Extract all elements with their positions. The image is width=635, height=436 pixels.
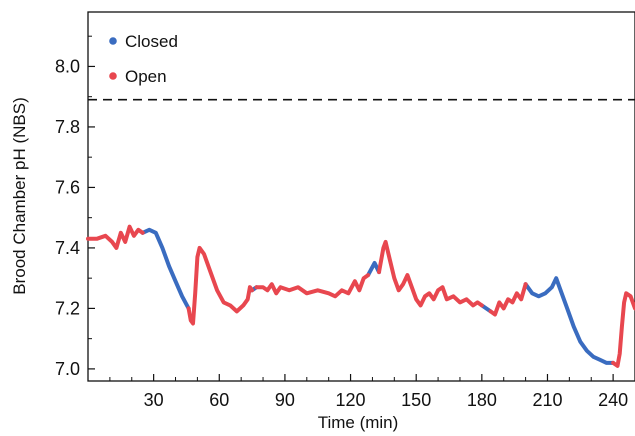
x-axis-title: Time (min) [318,413,399,432]
series-open-segment [611,291,635,368]
x-tick-label: 150 [401,390,431,410]
y-tick-label: 7.8 [55,117,80,137]
data-series-layer [86,224,635,368]
legend-marker-closed [109,37,117,45]
y-tick-label: 7.4 [55,238,80,258]
legend: Closed Open [109,32,178,86]
x-tick-label: 240 [598,390,628,410]
y-tick-label: 7.0 [55,359,80,379]
series-open-segment [488,282,528,317]
series-open-segment [186,245,255,326]
y-axis: 7.0 7.2 7.4 7.6 7.8 8.0 [55,35,95,379]
series-open-segment [254,273,371,299]
legend-label-closed: Closed [125,32,178,51]
series-open-segment [377,239,484,308]
series-open-segment [86,224,145,250]
plot-frame [87,11,635,382]
series-closed-segment [523,276,616,365]
x-tick-label: 30 [144,390,164,410]
y-tick-label: 7.2 [55,298,80,318]
legend-marker-open [109,72,117,80]
y-axis-title: Brood Chamber pH (NBS) [10,97,29,294]
x-tick-label: 210 [532,390,562,410]
x-tick-label: 180 [467,390,497,410]
x-tick-label: 60 [209,390,229,410]
y-tick-label: 8.0 [55,56,80,76]
series-closed-segment [140,227,191,311]
legend-label-open: Open [125,67,167,86]
x-tick-label: 120 [336,390,366,410]
x-tick-label: 90 [275,390,295,410]
series-closed-segment [366,261,381,278]
y-tick-label: 7.6 [55,177,80,197]
x-axis: 30 60 90 120 150 180 210 240 [109,374,628,410]
